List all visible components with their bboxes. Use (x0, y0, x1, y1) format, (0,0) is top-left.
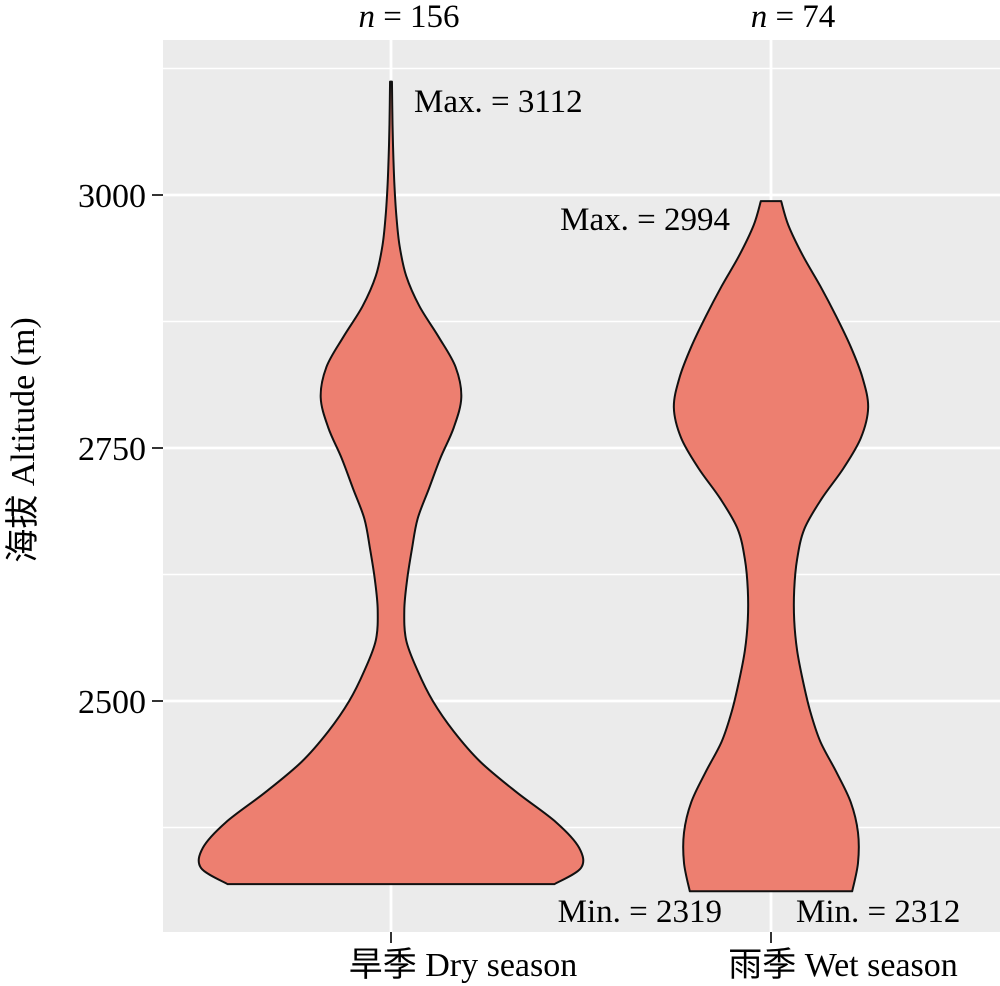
x-tick-label: 旱季 Dry season (349, 946, 578, 984)
max-label: Max. = 3112 (414, 84, 583, 120)
sample-size-label: n = 74 (751, 0, 836, 35)
violins (197, 80, 870, 893)
y-axis: 2500 2750 3000 (78, 178, 163, 721)
y-tick-label: 2500 (78, 684, 146, 721)
sample-size-label: n = 156 (358, 0, 459, 35)
max-label: Max. = 2994 (560, 202, 730, 238)
x-axis: 旱季 Dry season 雨季 Wet season (349, 932, 958, 984)
y-tick-label: 3000 (78, 178, 146, 215)
min-label: Min. = 2319 (558, 894, 722, 930)
x-tick-label: 雨季 Wet season (728, 946, 958, 984)
min-label: Min. = 2312 (796, 894, 960, 930)
annotations: n = 156 Max. = 3112 Min. = 2319 n = 74 Max. … (358, 0, 960, 930)
violin-dry-season (197, 80, 585, 886)
violin-wet-season (672, 200, 870, 893)
y-tick-label: 2750 (78, 431, 146, 468)
y-axis-title: 海拔 Altitude (m) (4, 317, 42, 563)
